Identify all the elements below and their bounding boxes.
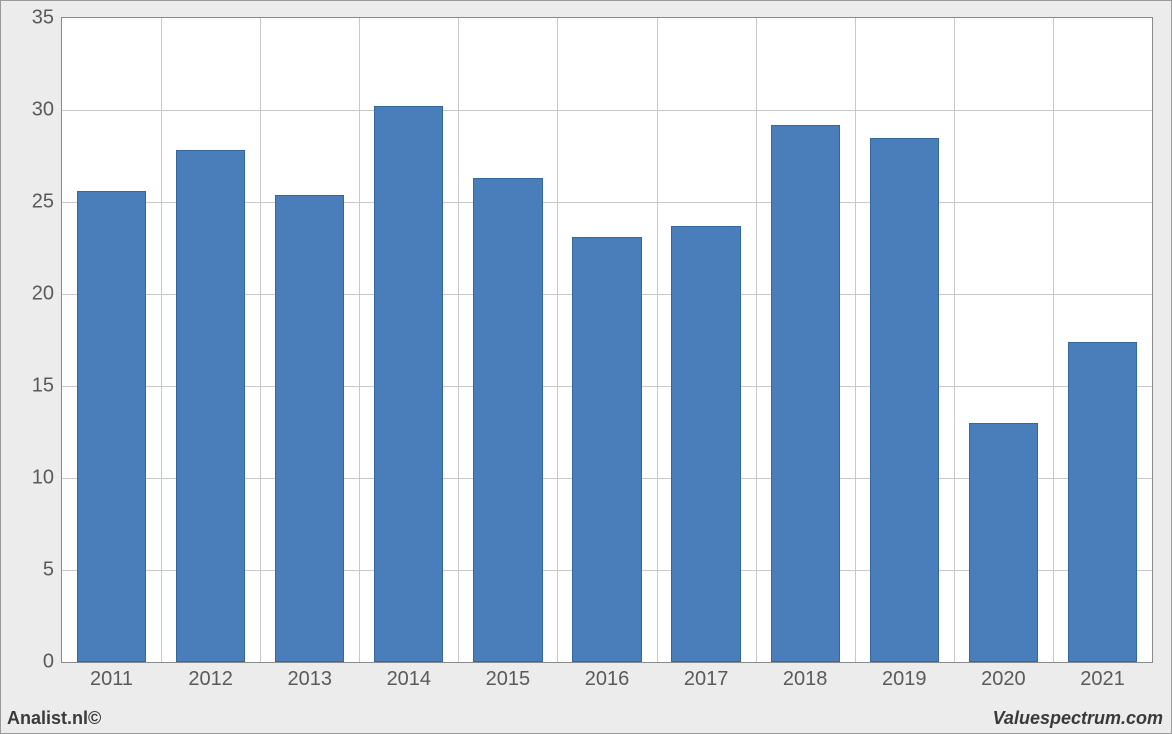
chart-container: 0 5 10 15 20 25 30 35 2011 2012 2013 2014 2015 2016 20… [0,0,1172,734]
x-tick-label: 2015 [486,668,531,691]
bar [969,423,1038,662]
y-tick-label: 0 [14,651,54,674]
y-tick-label: 30 [14,99,54,122]
x-tick-label: 2014 [387,668,432,691]
gridline-v [359,18,360,662]
gridline-v [260,18,261,662]
gridline-v [1053,18,1054,662]
gridline-v [756,18,757,662]
y-tick-label: 20 [14,283,54,306]
bar [572,237,641,662]
gridline-v [657,18,658,662]
bar [275,195,344,662]
x-tick-label: 2016 [585,668,630,691]
y-tick-label: 5 [14,559,54,582]
bar [176,150,245,662]
x-tick-label: 2020 [981,668,1026,691]
y-tick-label: 15 [14,375,54,398]
plot-frame: 0 5 10 15 20 25 30 35 2011 2012 2013 2014 2015 2016 20… [9,9,1163,703]
bar [771,125,840,662]
bar [671,226,740,662]
y-tick-label: 10 [14,467,54,490]
gridline-v [557,18,558,662]
gridline-v [161,18,162,662]
bar [1068,342,1137,662]
x-tick-label: 2018 [783,668,828,691]
bar [473,178,542,662]
plot-area: 0510152025303520112012201320142015201620… [61,17,1153,663]
x-tick-label: 2011 [90,668,133,691]
x-tick-label: 2017 [684,668,729,691]
gridline-h [62,110,1152,111]
footer-left-label: Analist.nl© [7,708,101,729]
bar [374,106,443,662]
x-tick-label: 2012 [188,668,233,691]
x-tick-label: 2019 [882,668,927,691]
footer-right-label: Valuespectrum.com [993,708,1163,729]
x-tick-label: 2021 [1080,668,1125,691]
y-tick-label: 35 [14,7,54,30]
y-tick-label: 25 [14,191,54,214]
bar [77,191,146,662]
gridline-v [855,18,856,662]
x-tick-label: 2013 [287,668,332,691]
bar [870,138,939,662]
gridline-v [458,18,459,662]
gridline-v [954,18,955,662]
